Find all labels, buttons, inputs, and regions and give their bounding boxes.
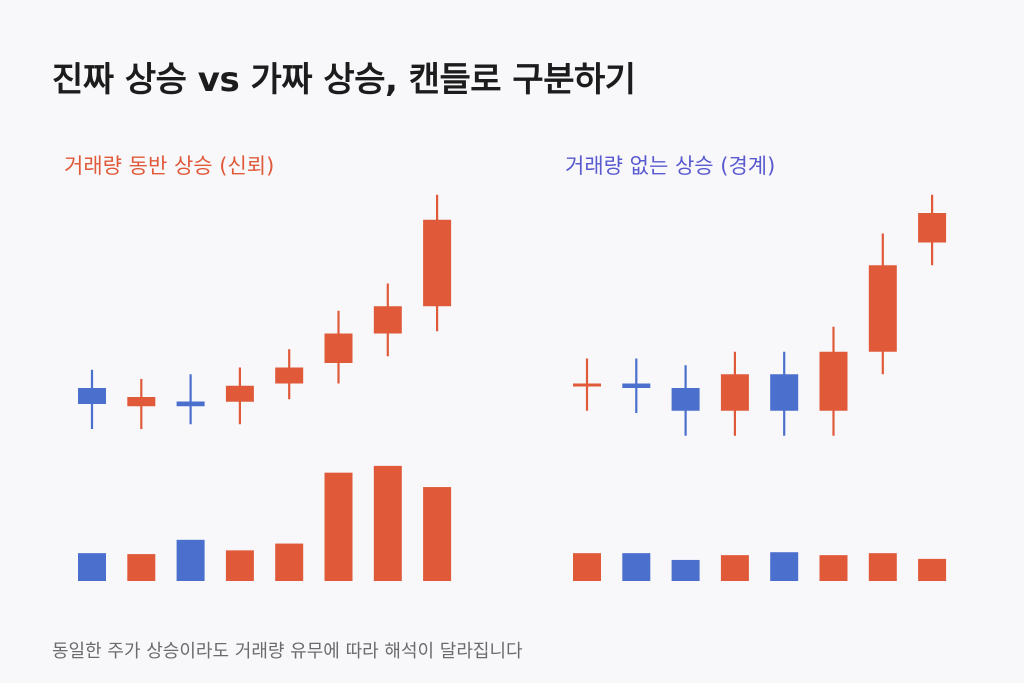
panel-title-volume-up: 거래량 동반 상승 (신뢰) [64, 154, 275, 178]
candle-body [868, 265, 897, 352]
candle [868, 233, 897, 375]
candle-body [373, 306, 402, 334]
volume-bar [373, 465, 402, 581]
volume-bar [868, 553, 897, 581]
candle-body [622, 383, 651, 388]
candle-body [324, 333, 353, 363]
candle [671, 365, 700, 436]
footnote: 동일한 주가 상승이라도 거래량 유무에 따라 해석이 달라집니다 [52, 641, 523, 662]
chart-title: 진짜 상승 vs 가짜 상승, 캔들로 구분하기 [52, 60, 636, 100]
candle [573, 358, 601, 411]
volume-bar [176, 539, 205, 581]
candle [127, 379, 156, 429]
candle-body [720, 374, 749, 411]
volume-bar [819, 555, 848, 581]
candle-body [819, 351, 848, 411]
candle [373, 283, 402, 357]
candle [275, 349, 304, 400]
candle [622, 358, 651, 413]
candle [423, 194, 452, 332]
candle [720, 351, 749, 436]
candle-body [275, 367, 304, 384]
volume-bar [225, 550, 254, 581]
candle-body [918, 213, 947, 243]
volume-bar [622, 553, 651, 581]
candle-body [671, 388, 700, 411]
candle [770, 351, 799, 436]
candle [176, 374, 205, 425]
candle-body [176, 401, 205, 407]
candle-body [225, 385, 254, 402]
candle-body [127, 397, 156, 407]
candle [324, 310, 353, 384]
candle-body [770, 374, 799, 411]
volume-bar [275, 543, 304, 581]
panel-title-no-volume: 거래량 없는 상승 (경계) [565, 154, 776, 178]
volume-bar [423, 487, 452, 581]
candle [918, 194, 947, 266]
candle [225, 367, 254, 425]
volume-bar [127, 554, 156, 581]
volume-bar [671, 559, 700, 581]
candle-body [423, 219, 452, 307]
volume-bar [720, 555, 749, 581]
volume-bar [78, 553, 106, 581]
volume-bar [918, 558, 947, 581]
volume-bar [573, 553, 601, 581]
volume-bar [324, 472, 353, 581]
volume-bar [770, 552, 799, 581]
candle-body [78, 388, 106, 404]
candle [78, 369, 106, 429]
candle [819, 326, 848, 436]
candle-body [573, 383, 601, 387]
